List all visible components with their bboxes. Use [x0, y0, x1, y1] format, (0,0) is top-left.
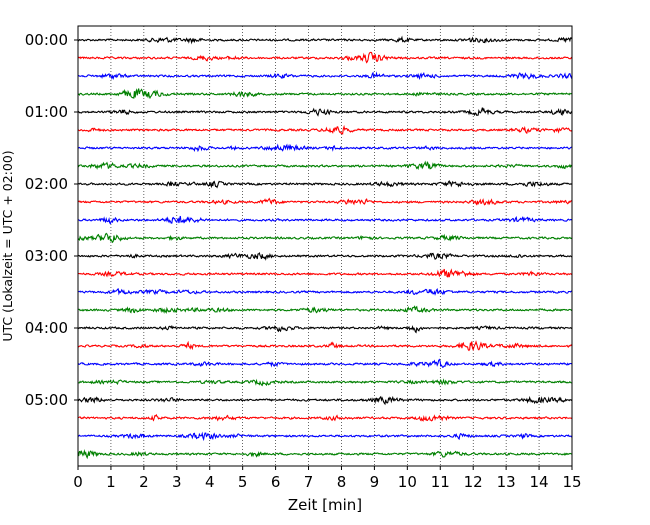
seismic-trace [77, 431, 573, 442]
trace-layer [77, 35, 573, 460]
seismic-trace [77, 252, 573, 261]
x-tick-label: 14 [530, 473, 549, 491]
seismic-trace [77, 215, 573, 225]
x-tick-label: 8 [337, 473, 347, 491]
y-axis-ticks: 00:00 01:00 02:00 03:00 04:00 05:00 [25, 31, 78, 409]
seismic-trace [77, 413, 573, 422]
grid-layer [110, 26, 540, 466]
y-tick-label: 02:00 [25, 175, 68, 193]
x-tick-label: 9 [370, 473, 380, 491]
y-tick-label: 00:00 [25, 31, 68, 49]
x-tick-label: 7 [304, 473, 314, 491]
x-axis-ticks: 0 1 2 3 4 5 6 7 8 9 10 11 12 13 14 15 [73, 466, 582, 491]
x-tick-label: 0 [73, 473, 83, 491]
seismic-trace [77, 143, 573, 153]
x-tick-label: 1 [106, 473, 116, 491]
seismic-trace [77, 395, 573, 406]
x-tick-label: 5 [238, 473, 248, 491]
seismic-trace [77, 88, 573, 100]
seismic-trace [77, 287, 573, 296]
seismic-trace [77, 35, 573, 45]
seismic-trace [77, 124, 573, 135]
seismic-trace [77, 197, 573, 206]
y-tick-label: 04:00 [25, 319, 68, 337]
x-tick-label: 6 [271, 473, 281, 491]
x-axis-label: Zeit [min] [288, 496, 362, 514]
seismic-trace [77, 71, 573, 81]
x-tick-label: 2 [139, 473, 149, 491]
y-tick-label: 03:00 [25, 247, 68, 265]
x-tick-label: 12 [464, 473, 483, 491]
seismic-trace [77, 160, 573, 171]
x-tick-label: 10 [398, 473, 417, 491]
x-tick-label: 4 [205, 473, 215, 491]
seismic-trace [77, 51, 573, 64]
seismic-trace [77, 340, 573, 352]
x-tick-label: 11 [431, 473, 450, 491]
seismic-trace [77, 305, 573, 314]
seismic-trace [77, 378, 573, 387]
seismic-trace [77, 358, 573, 369]
x-tick-label: 15 [562, 473, 581, 491]
seismic-trace [77, 268, 573, 278]
y-tick-label: 05:00 [25, 391, 68, 409]
seismic-trace [77, 107, 573, 117]
plot-frame [77, 25, 573, 467]
x-tick-label: 3 [172, 473, 182, 491]
y-axis-label: UTC (Lokalzeit = UTC + 02:00) [0, 150, 15, 341]
seismic-trace [77, 180, 573, 189]
x-tick-label: 13 [497, 473, 516, 491]
y-tick-label: 01:00 [25, 103, 68, 121]
seismic-trace [77, 449, 573, 460]
seismic-trace [77, 324, 573, 334]
seismic-trace [77, 232, 573, 244]
